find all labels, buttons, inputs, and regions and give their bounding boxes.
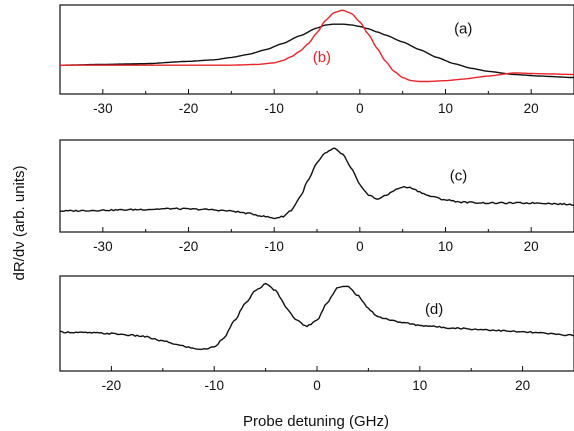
panel-frame xyxy=(59,275,574,372)
x-tick-label: 10 xyxy=(438,101,453,116)
x-tick-label: -10 xyxy=(264,239,284,254)
x-tick-label: 20 xyxy=(524,239,539,254)
x-tick-label: 0 xyxy=(313,378,321,393)
series-line-a xyxy=(60,23,574,79)
series-line-c xyxy=(59,147,574,220)
x-tick-label: -20 xyxy=(102,378,122,393)
series-line-b xyxy=(60,9,574,83)
x-tick-label: -30 xyxy=(93,239,113,254)
x-tick-label: 0 xyxy=(356,239,364,254)
x-tick-label: -30 xyxy=(93,101,113,116)
panel-middle: -30 -20 -10 0 10 20 (c) xyxy=(59,139,574,254)
panel-frame xyxy=(59,139,574,233)
x-tick-label: -10 xyxy=(204,378,224,393)
panel-top: -30 -20 -10 0 10 20 (a) (b) xyxy=(59,4,574,116)
x-tick-label: -10 xyxy=(264,101,284,116)
series-annotation: (b) xyxy=(313,49,331,66)
series-line-d xyxy=(59,282,574,351)
x-tick-label: 0 xyxy=(356,101,364,116)
series-annotation: (a) xyxy=(454,20,472,37)
x-tick-label: -20 xyxy=(179,239,199,254)
series-annotation: (d) xyxy=(425,301,443,318)
x-tick-label: 10 xyxy=(412,378,427,393)
x-tick-label: 20 xyxy=(524,101,539,116)
x-tick-label: 20 xyxy=(515,378,530,393)
x-axis-title: Probe detuning (GHz) xyxy=(243,413,389,430)
series-annotation: (c) xyxy=(450,168,468,185)
x-tick-label: 10 xyxy=(438,239,453,254)
x-tick-label: -20 xyxy=(179,101,199,116)
panel-bottom: -20 -10 0 10 20 (d) xyxy=(59,275,574,393)
y-axis-title: dR/dν (arb. units) xyxy=(11,165,28,280)
